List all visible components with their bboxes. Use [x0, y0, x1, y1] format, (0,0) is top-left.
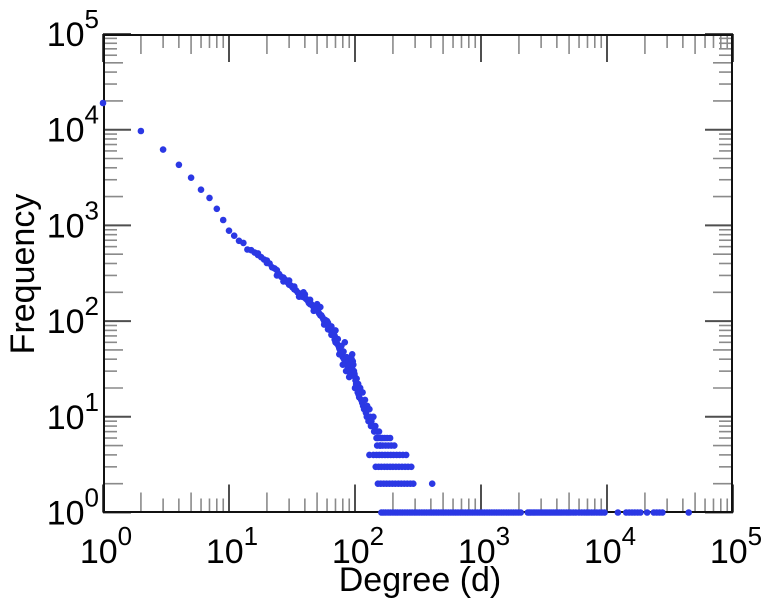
data-point — [340, 348, 347, 355]
data-point — [328, 323, 335, 330]
plot-frame — [103, 34, 733, 513]
data-point — [375, 428, 383, 435]
data-point — [361, 396, 369, 404]
data-point — [225, 227, 233, 234]
data-point — [159, 146, 167, 153]
axis-ticks — [102, 33, 734, 514]
data-point — [386, 434, 394, 442]
data-point — [637, 509, 644, 516]
data-point — [366, 405, 373, 413]
data-points — [99, 99, 692, 516]
data-point — [391, 442, 398, 449]
data-point — [408, 463, 415, 471]
data-point — [402, 451, 410, 459]
y-tick-label-5: 105 — [47, 4, 99, 54]
data-point — [359, 389, 366, 396]
data-point — [175, 161, 183, 169]
data-point — [137, 127, 145, 135]
y-tick-label-0: 100 — [47, 483, 99, 533]
data-point — [372, 422, 379, 430]
data-point — [187, 174, 195, 181]
y-tick-label-2: 102 — [47, 291, 99, 341]
y-tick-label-1: 101 — [47, 387, 99, 437]
y-tick-labels: 100 101 102 103 104 105 — [47, 4, 99, 533]
data-point — [601, 509, 608, 516]
y-axis-label: Frequency — [4, 194, 42, 355]
x-axis-label: Degree (d) — [339, 561, 502, 599]
data-point — [206, 194, 213, 202]
data-point — [317, 303, 324, 311]
data-point — [219, 216, 227, 224]
data-point — [353, 375, 360, 383]
data-point — [517, 509, 524, 516]
data-point — [348, 351, 356, 358]
data-point — [370, 413, 377, 421]
data-point — [659, 509, 666, 516]
y-tick-label-4: 104 — [47, 100, 99, 150]
x-tick-label-1: 101 — [206, 521, 258, 571]
data-point — [332, 327, 339, 334]
data-point — [197, 186, 205, 193]
data-point — [334, 335, 342, 343]
data-point — [643, 509, 651, 516]
data-point — [350, 361, 357, 369]
x-tick-label-5: 105 — [710, 521, 762, 571]
data-point — [685, 509, 692, 516]
data-point — [614, 509, 622, 516]
data-point — [99, 99, 107, 107]
data-point — [410, 480, 417, 488]
data-point — [428, 480, 436, 488]
x-tick-label-0: 100 — [80, 521, 132, 571]
data-point — [240, 239, 247, 247]
data-point — [230, 232, 238, 239]
data-point — [341, 339, 349, 346]
data-point — [213, 205, 221, 213]
y-tick-label-3: 103 — [47, 195, 99, 245]
x-tick-label-4: 104 — [584, 521, 636, 571]
